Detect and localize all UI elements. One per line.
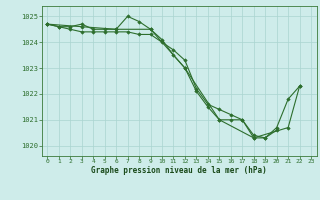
X-axis label: Graphe pression niveau de la mer (hPa): Graphe pression niveau de la mer (hPa) xyxy=(91,166,267,175)
